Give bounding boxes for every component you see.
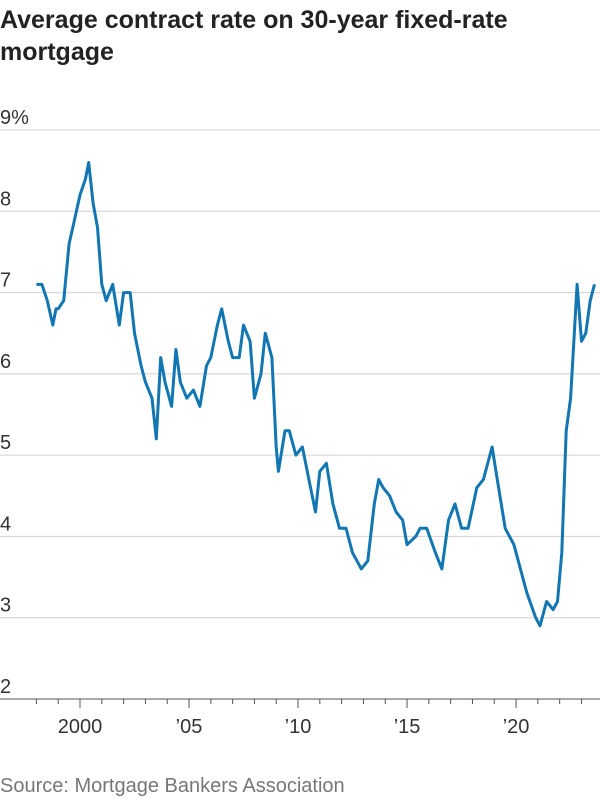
x-tick-label: ’10 — [285, 716, 312, 738]
y-tick-label: 7 — [0, 270, 11, 292]
y-tick-label: 6 — [0, 351, 11, 373]
x-tick-label: ’15 — [394, 716, 421, 738]
source: Source: Mortgage Bankers Association — [0, 775, 345, 797]
y-tick-label: 4 — [0, 513, 11, 535]
x-tick-label: ’20 — [503, 716, 530, 738]
x-tick-label: ’05 — [176, 716, 203, 738]
y-tick-label: 2 — [0, 676, 11, 698]
chart-title: Average contract rate on 30-year fixed-r… — [0, 6, 508, 66]
x-tick-label: 2000 — [58, 716, 103, 738]
y-tick-label: 8 — [0, 188, 11, 210]
data-line — [36, 161, 596, 628]
y-tick-label: 5 — [0, 432, 11, 454]
y-tick-label: 3 — [0, 595, 11, 617]
y-tick-label: 9% — [0, 107, 29, 129]
